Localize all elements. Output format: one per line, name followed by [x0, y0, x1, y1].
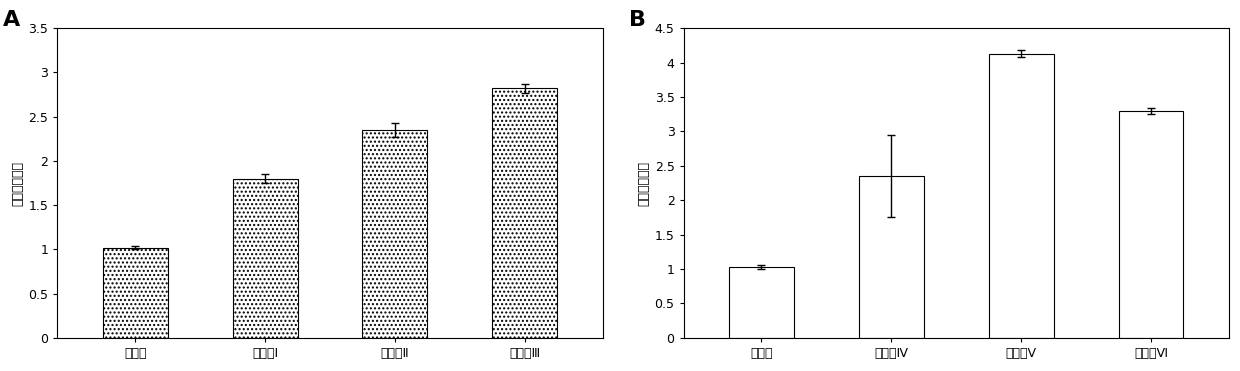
Bar [988, 54, 1054, 338]
Y-axis label: 端粒相对长度: 端粒相对长度 [11, 161, 24, 206]
Text: B: B [629, 10, 646, 30]
Bar [859, 176, 924, 338]
Bar [492, 88, 557, 338]
Y-axis label: 端粒相对长度: 端粒相对长度 [637, 161, 650, 206]
Bar [233, 178, 298, 338]
Bar [103, 247, 167, 338]
Bar [1118, 111, 1183, 338]
Bar [729, 267, 794, 338]
Bar [362, 130, 428, 338]
Text: A: A [2, 10, 20, 30]
